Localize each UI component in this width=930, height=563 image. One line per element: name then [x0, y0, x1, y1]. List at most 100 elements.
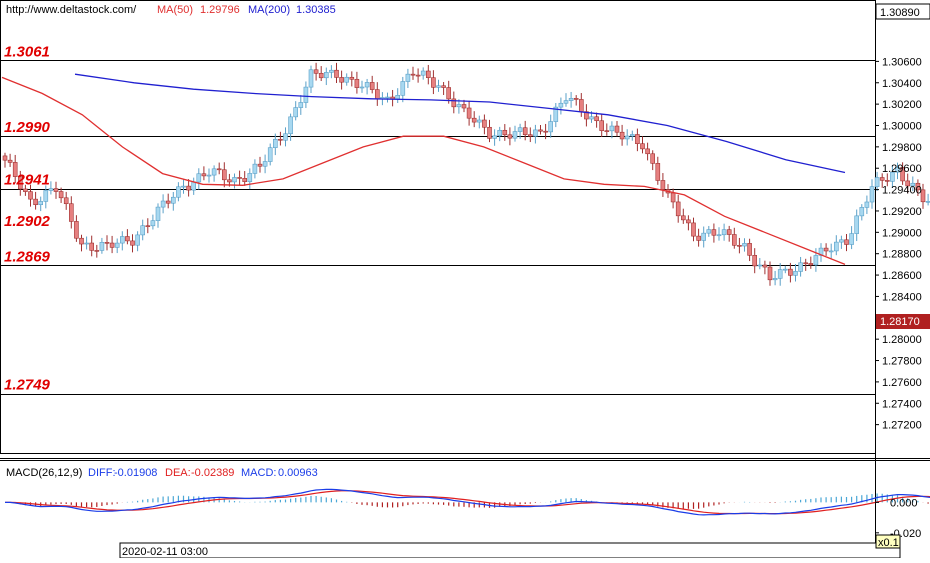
candle-up: [854, 215, 860, 234]
candle-down: [431, 77, 436, 88]
candle-up: [701, 232, 707, 241]
candle-down: [767, 266, 773, 281]
macd-macd-value: 0.00963: [278, 467, 318, 479]
candle-up: [272, 138, 278, 148]
candle-down: [471, 117, 477, 123]
candle-up: [742, 243, 747, 247]
macd-macd-label: MACD:: [241, 467, 276, 479]
dea-line: [5, 490, 930, 515]
candle-down: [2, 155, 8, 161]
candle-down: [599, 120, 605, 131]
date-label: 2020-02-11 03:00: [122, 546, 208, 558]
candle-down: [104, 242, 110, 244]
candle-up: [716, 234, 722, 237]
candle-down: [278, 138, 283, 141]
candle-down: [94, 250, 100, 252]
candle-up: [308, 69, 314, 88]
candle-down: [7, 159, 13, 163]
candle-down: [374, 89, 380, 100]
candle-down: [165, 200, 171, 204]
level-labels: 1.3061 1.2990 1.2941 1.2902 1.2869 1.2749: [4, 43, 51, 393]
candle-down: [466, 107, 472, 119]
candle-up: [232, 177, 237, 183]
candle-down: [619, 131, 625, 140]
candle-down: [58, 191, 64, 199]
candle-down: [502, 129, 508, 136]
candle-down: [125, 236, 130, 242]
candle-up: [864, 201, 870, 208]
candle-up: [497, 129, 503, 137]
ma200-line: [74, 73, 846, 174]
macd-dea-label: DEA:: [165, 467, 191, 479]
price-tick-label: 1.28600: [882, 270, 922, 282]
macd-dea-value: -0.02389: [191, 467, 234, 479]
current-price-tag: 1.28170: [880, 316, 920, 328]
candle-up: [517, 127, 523, 132]
candle-down: [522, 127, 528, 136]
macd-axis: 0.000-0.020: [875, 497, 921, 540]
candle-down: [538, 129, 543, 132]
candle-down: [79, 237, 84, 245]
candle-down: [410, 73, 416, 76]
candle-down: [461, 104, 467, 109]
candle-down: [425, 70, 431, 78]
candle-down: [130, 240, 135, 246]
candle-up: [359, 86, 365, 89]
price-tick-label: 1.29600: [882, 163, 922, 175]
candle-down: [446, 87, 452, 100]
candle-up: [43, 190, 49, 202]
candle-down: [242, 178, 247, 182]
candle-down: [614, 125, 620, 133]
candle-down: [451, 98, 457, 108]
price-axis: 1.30600 1.30400 1.30200 1.30000 1.29800 1.296…: [875, 56, 922, 432]
candle-up: [405, 73, 411, 82]
level-label: 1.2902: [4, 213, 51, 230]
candle-down: [645, 148, 650, 155]
date-bar: [119, 542, 901, 559]
candle-down: [441, 85, 446, 88]
candle-up: [140, 225, 145, 236]
candle-down: [884, 180, 890, 182]
candle-down: [747, 243, 752, 256]
candle-down: [349, 76, 355, 80]
candle-down: [696, 235, 701, 241]
candle-up: [757, 264, 763, 267]
candle-down: [507, 134, 513, 139]
diff-line: [5, 488, 930, 516]
candle-down: [823, 247, 829, 252]
candle-down: [334, 69, 339, 78]
candle-up: [589, 116, 594, 120]
candle-down: [313, 69, 319, 74]
candle-down: [12, 162, 18, 177]
zoom-box[interactable]: [875, 534, 901, 549]
candle-up: [828, 250, 834, 253]
zoom-label[interactable]: x0.1: [878, 537, 899, 549]
candle-down: [675, 201, 681, 217]
candle-up: [869, 186, 875, 203]
candle-up: [492, 135, 497, 139]
candle-up: [512, 131, 518, 139]
candle-up: [344, 76, 350, 83]
candle-down: [737, 245, 742, 247]
source-url[interactable]: http://www.deltastock.com/: [6, 4, 137, 16]
candle-down: [63, 197, 69, 205]
candle-down: [635, 134, 640, 144]
candle-down: [487, 126, 492, 139]
candle-up: [456, 104, 462, 108]
candle-up: [895, 167, 900, 173]
price-tick-label: 1.28800: [882, 249, 922, 261]
candle-down: [691, 222, 696, 237]
candle-down: [900, 167, 905, 182]
candle-down: [726, 229, 732, 235]
candle-up: [624, 135, 630, 140]
candle-down: [650, 153, 656, 164]
candle-down: [53, 188, 59, 192]
candle-up: [874, 177, 880, 187]
candle-up: [191, 181, 196, 191]
candle-up: [476, 119, 482, 123]
candle-down: [915, 182, 921, 191]
candle-down: [339, 77, 344, 83]
candle-down: [578, 99, 584, 112]
candle-down: [227, 179, 232, 183]
